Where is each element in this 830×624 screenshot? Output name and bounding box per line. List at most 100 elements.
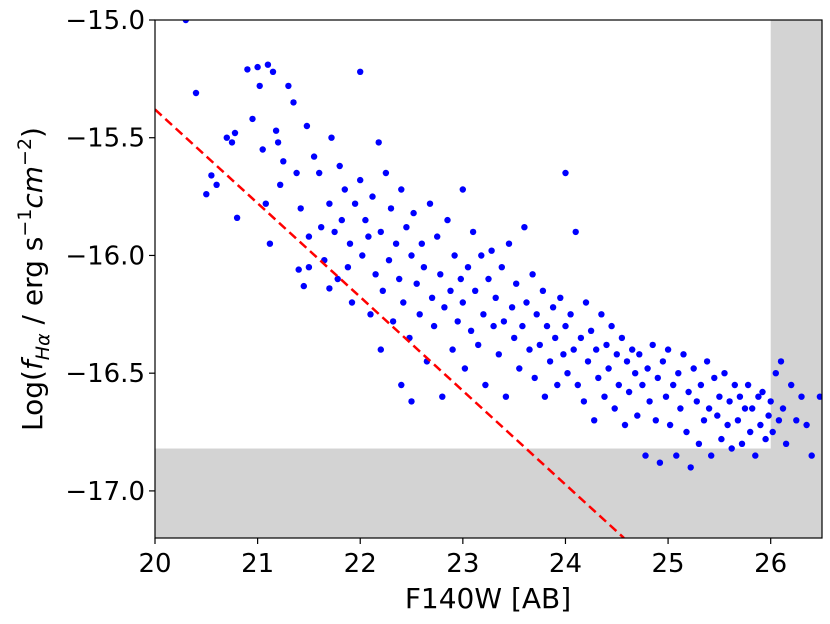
data-point bbox=[420, 264, 428, 271]
data-point bbox=[605, 365, 612, 372]
x-tick-label: 25 bbox=[652, 549, 685, 579]
data-point bbox=[310, 153, 318, 160]
data-point bbox=[334, 275, 341, 283]
data-point bbox=[601, 393, 608, 400]
data-point bbox=[673, 452, 680, 459]
data-point bbox=[182, 20, 189, 24]
data-point bbox=[731, 381, 738, 389]
data-point bbox=[714, 412, 721, 419]
data-point bbox=[472, 287, 479, 294]
data-point bbox=[779, 405, 787, 412]
data-point bbox=[228, 139, 236, 146]
data-point bbox=[295, 266, 302, 273]
data-point bbox=[492, 294, 499, 301]
data-point bbox=[603, 341, 610, 349]
data-point bbox=[543, 322, 551, 330]
data-point bbox=[634, 412, 641, 419]
data-point bbox=[685, 388, 692, 396]
data-point bbox=[618, 334, 626, 342]
data-point bbox=[562, 322, 569, 330]
data-point bbox=[464, 264, 472, 271]
data-point bbox=[277, 181, 284, 188]
data-point bbox=[632, 370, 639, 377]
data-point bbox=[379, 287, 386, 294]
data-point bbox=[326, 285, 333, 292]
y-axis-label: Log(fHα / erg s−1cm−2) bbox=[14, 127, 54, 431]
data-point bbox=[372, 271, 379, 278]
data-point bbox=[724, 421, 731, 429]
data-point bbox=[351, 200, 359, 207]
data-point bbox=[536, 341, 543, 349]
data-point bbox=[683, 428, 690, 436]
data-point bbox=[223, 134, 230, 141]
data-point bbox=[721, 370, 728, 377]
data-point bbox=[485, 275, 492, 283]
data-point bbox=[554, 381, 561, 389]
data-point bbox=[625, 388, 633, 396]
data-point bbox=[580, 398, 588, 405]
data-point bbox=[413, 280, 420, 287]
x-tick-label: 26 bbox=[754, 549, 787, 579]
data-point bbox=[208, 172, 215, 179]
data-point bbox=[338, 216, 345, 224]
data-point bbox=[549, 304, 557, 311]
data-point bbox=[552, 334, 559, 342]
data-point bbox=[659, 358, 667, 365]
data-point bbox=[269, 68, 277, 76]
data-point bbox=[459, 186, 466, 193]
data-point bbox=[408, 252, 415, 259]
data-point bbox=[608, 322, 615, 330]
data-point bbox=[344, 264, 352, 271]
data-point bbox=[362, 216, 369, 224]
data-point bbox=[577, 334, 585, 342]
data-point bbox=[428, 294, 436, 301]
data-point bbox=[762, 435, 769, 443]
data-point bbox=[803, 421, 810, 429]
data-point bbox=[728, 445, 735, 452]
data-point bbox=[441, 304, 448, 311]
data-point bbox=[798, 393, 805, 400]
data-point bbox=[584, 358, 592, 365]
data-point bbox=[297, 205, 304, 212]
plot-frame bbox=[154, 19, 823, 539]
data-point bbox=[359, 252, 366, 259]
data-point bbox=[611, 405, 618, 412]
data-point bbox=[767, 398, 774, 405]
x-axis: 20 21 22 23 24 25 26 bbox=[138, 538, 787, 579]
data-point bbox=[749, 405, 756, 412]
data-point bbox=[434, 233, 441, 240]
data-point bbox=[451, 252, 458, 259]
data-point bbox=[557, 294, 564, 301]
data-point bbox=[639, 381, 646, 389]
data-point bbox=[490, 322, 497, 330]
data-point bbox=[382, 169, 390, 177]
data-point bbox=[752, 452, 759, 459]
data-point bbox=[387, 205, 395, 212]
data-point bbox=[769, 428, 776, 436]
data-point bbox=[457, 275, 464, 283]
data-point bbox=[254, 63, 261, 71]
data-point bbox=[615, 381, 622, 389]
data-point bbox=[664, 346, 672, 353]
data-point bbox=[775, 417, 783, 424]
data-point bbox=[560, 351, 567, 358]
data-point bbox=[570, 346, 577, 353]
data-point bbox=[385, 257, 393, 264]
data-point bbox=[369, 193, 376, 200]
data-point bbox=[772, 370, 779, 377]
data-point bbox=[541, 393, 549, 400]
data-point bbox=[708, 452, 715, 459]
data-point bbox=[498, 264, 505, 271]
excluded-region-1 bbox=[155, 448, 822, 538]
reference-line bbox=[155, 108, 625, 538]
data-point bbox=[403, 224, 410, 231]
data-point bbox=[357, 68, 364, 76]
data-point bbox=[249, 115, 256, 123]
data-point bbox=[697, 381, 705, 389]
data-point bbox=[416, 311, 423, 318]
data-points bbox=[182, 20, 822, 471]
data-point bbox=[782, 440, 790, 447]
data-point bbox=[736, 393, 744, 400]
data-point bbox=[654, 374, 661, 382]
data-point bbox=[408, 398, 415, 405]
